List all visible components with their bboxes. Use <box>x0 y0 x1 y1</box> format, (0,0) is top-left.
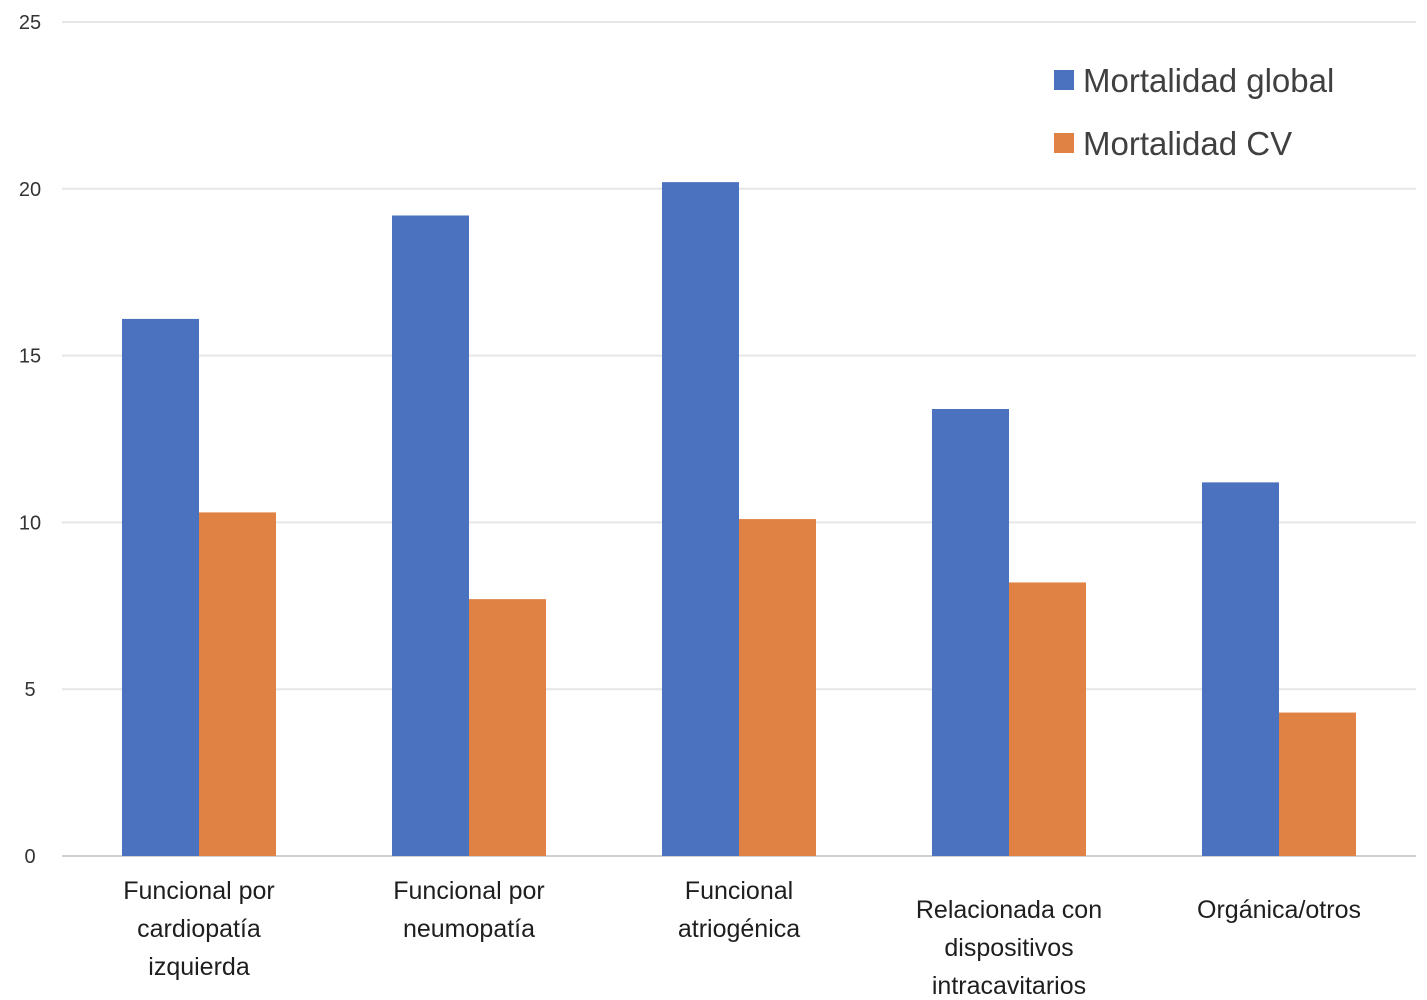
bar-mortalidad-global <box>122 318 199 856</box>
bar-mortalidad-cv <box>469 599 546 856</box>
y-tick-label: 5 <box>24 679 35 701</box>
legend-label: Mortalidad CV <box>1083 125 1292 162</box>
category-label: Orgánica/otros <box>1197 896 1361 924</box>
bar-mortalidad-cv <box>1279 712 1356 856</box>
category-label: Relacionada con dispositivos intracavitari… <box>916 896 1102 1000</box>
bar-mortalidad-cv <box>1009 582 1086 856</box>
category-label: Funcional por neumopatía <box>393 877 544 943</box>
legend: Mortalidad global Mortalidad CV <box>1054 62 1334 162</box>
category-label-line: izquierda <box>148 953 250 981</box>
category-label-line: dispositivos <box>944 934 1073 962</box>
legend-swatch <box>1054 133 1074 153</box>
category-label-line: neumopatía <box>403 915 535 943</box>
category-label-line: atriogénica <box>678 915 800 943</box>
bar-mortalidad-global <box>662 182 739 857</box>
category-label-line: Funcional por <box>393 877 544 905</box>
bar-mortalidad-cv <box>199 512 276 856</box>
y-axis: 0 5 10 15 20 25 <box>19 12 41 868</box>
category-label-line: intracavitarios <box>932 972 1086 1000</box>
y-tick-label: 10 <box>19 512 41 534</box>
category-label-line: cardiopatía <box>137 915 261 943</box>
category-label-line: Orgánica/otros <box>1197 896 1361 924</box>
category-label-line: Relacionada con <box>916 896 1102 924</box>
legend-item: Mortalidad global <box>1054 62 1334 99</box>
bar-mortalidad-global <box>932 408 1009 856</box>
category-label-line: Funcional <box>685 877 793 905</box>
legend-swatch <box>1054 70 1074 90</box>
bar-mortalidad-global <box>1202 482 1279 856</box>
bar-mortalidad-global <box>392 215 469 856</box>
category-label: Funcional por cardiopatía izquierda <box>123 877 274 981</box>
y-tick-label: 0 <box>24 846 35 868</box>
x-axis: Funcional porcardiopatíaizquierdaFuncion… <box>123 877 1361 1000</box>
category-label: Funcional atriogénica <box>678 877 800 943</box>
y-tick-label: 25 <box>19 12 41 34</box>
bar-mortalidad-cv <box>739 519 816 856</box>
y-tick-label: 20 <box>19 179 41 201</box>
legend-item: Mortalidad CV <box>1054 125 1292 162</box>
bars <box>122 182 1356 857</box>
legend-label: Mortalidad global <box>1083 62 1334 99</box>
y-tick-label: 15 <box>19 346 41 368</box>
category-label-line: Funcional por <box>123 877 274 905</box>
